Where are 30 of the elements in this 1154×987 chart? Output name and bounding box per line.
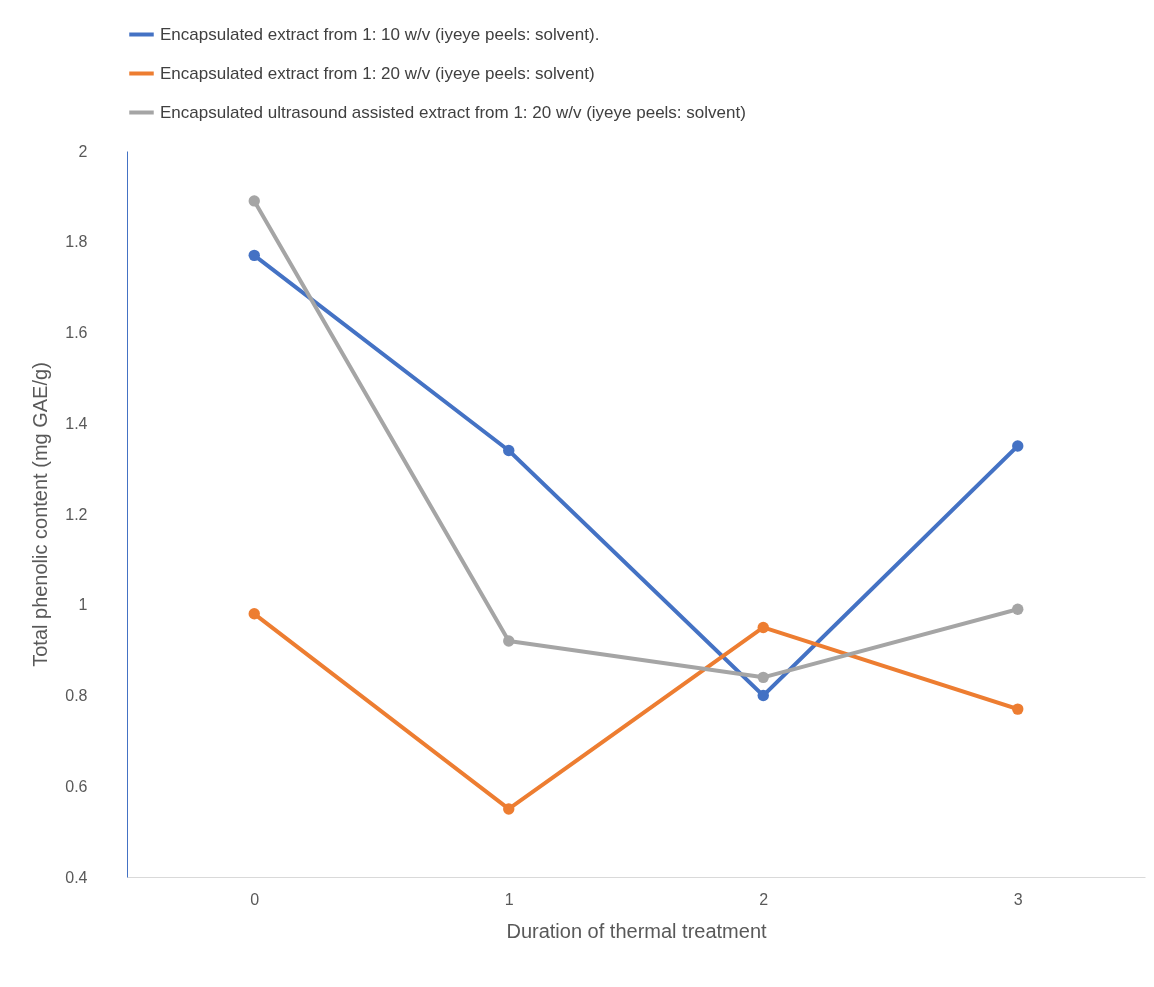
- y-tick-label: 0.4: [65, 868, 88, 886]
- x-tick-label: 0: [250, 890, 260, 908]
- y-tick-label: 1.6: [65, 324, 88, 341]
- x-tick-label: 1: [504, 890, 514, 908]
- legend-label: Encapsulated extract from 1: 10 w/v (iyeye peels: solvent).: [160, 24, 600, 44]
- x-tick-label: 2: [759, 890, 769, 908]
- point: [503, 444, 515, 457]
- point: [503, 635, 515, 647]
- y-tick-label: 0.8: [65, 687, 88, 704]
- y-tick-label: 1.4: [65, 414, 88, 432]
- x-axis-title: Duration of thermal treatment: [506, 919, 767, 942]
- x-tick-label: 3: [1013, 890, 1023, 908]
- y-tick-label: 1.8: [65, 233, 88, 251]
- point: [248, 249, 260, 262]
- legend-label: Encapsulated extract from 1: 20 w/v (iyeye peels: solvent): [160, 63, 595, 83]
- point: [757, 689, 769, 702]
- point: [757, 671, 769, 684]
- point: [757, 621, 769, 634]
- point: [503, 803, 515, 815]
- y-tick-label: 0.6: [65, 777, 88, 795]
- point: [1012, 603, 1024, 615]
- y-axis-title: Total phenolic content (mg GAE/g): [29, 362, 52, 667]
- point: [248, 608, 260, 620]
- legend-label: Encapsulated ultrasound assisted extract from 1: 20 w/v (iyeye peels: solvent): [160, 102, 746, 122]
- point: [248, 195, 260, 207]
- point: [1012, 703, 1024, 715]
- y-tick-label: 1: [78, 596, 88, 614]
- y-tick-label: 1.2: [65, 505, 88, 523]
- y-tick-label: 2: [78, 142, 88, 160]
- point: [1012, 440, 1024, 452]
